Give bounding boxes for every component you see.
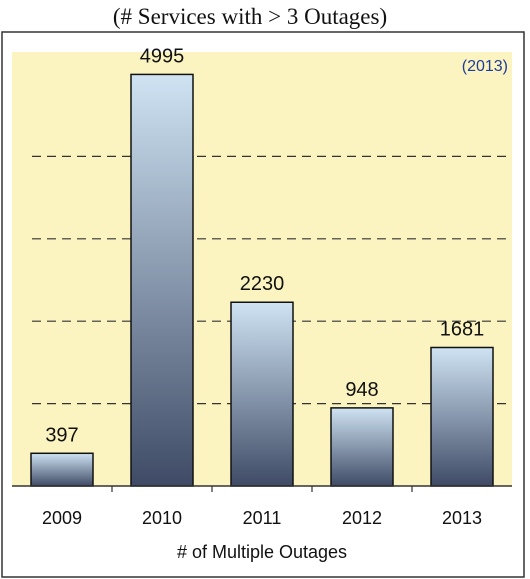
data-label: 2230	[240, 273, 285, 295]
x-axis: 2009 2010 2011 2012 2013	[12, 485, 512, 528]
data-label: 948	[345, 379, 378, 401]
x-tick-label: 2013	[442, 508, 482, 528]
bar	[430, 346, 494, 487]
x-axis-label: # of Multiple Outages	[177, 542, 347, 562]
x-tick-label: 2009	[42, 508, 82, 528]
bar	[230, 301, 294, 487]
year-annotation: (2013)	[462, 58, 508, 75]
x-tick-label: 2012	[342, 508, 382, 528]
bar	[330, 407, 394, 487]
bar	[30, 452, 94, 487]
data-label: 397	[45, 424, 78, 446]
bar	[130, 73, 194, 487]
x-tick-label: 2011	[243, 508, 282, 528]
bars: 397 4995 2230 948 1681	[30, 45, 494, 487]
x-tick-label: 2010	[142, 508, 182, 528]
data-label: 1681	[440, 318, 485, 340]
data-label: 4995	[140, 45, 185, 67]
chart-title: (# Services with > 3 Outages)	[112, 4, 388, 29]
